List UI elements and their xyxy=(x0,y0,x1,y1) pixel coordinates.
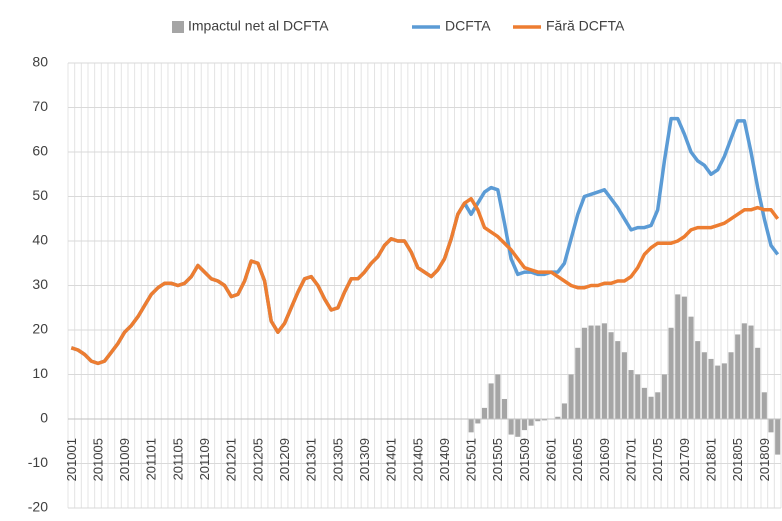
x-tick-label: 201605 xyxy=(570,438,585,481)
y-tick-label: 30 xyxy=(32,276,48,292)
legend-label: Impactul net al DCFTA xyxy=(188,18,329,34)
bar xyxy=(655,392,661,419)
x-tick-label: 201709 xyxy=(677,438,692,481)
x-tick-label: 201305 xyxy=(330,438,345,481)
bar xyxy=(561,403,567,419)
bar xyxy=(475,419,481,424)
x-tick-label: 201609 xyxy=(597,438,612,481)
bar xyxy=(661,374,667,419)
x-tick-label: 201801 xyxy=(703,438,718,481)
x-tick-label: 201005 xyxy=(90,438,105,481)
y-tick-label: 60 xyxy=(32,143,48,159)
bar xyxy=(568,374,574,419)
y-tick-label: 20 xyxy=(32,321,48,337)
bar xyxy=(635,374,641,419)
bar xyxy=(755,347,761,419)
bar xyxy=(481,407,488,419)
y-tick-label: 10 xyxy=(32,365,48,381)
legend-label: DCFTA xyxy=(445,18,491,34)
y-tick-label: 80 xyxy=(32,54,48,70)
bar xyxy=(621,352,627,419)
bar xyxy=(495,374,501,419)
bar xyxy=(681,296,687,419)
bar xyxy=(595,325,601,419)
x-tick-label: 201409 xyxy=(437,438,452,481)
x-tick-label: 201405 xyxy=(410,438,425,481)
bar xyxy=(608,332,614,419)
bar xyxy=(535,419,541,422)
x-tick-label: 201309 xyxy=(357,438,372,481)
line-series xyxy=(70,196,780,366)
bar xyxy=(541,419,547,421)
bar xyxy=(775,419,781,455)
bar xyxy=(688,316,694,419)
bar xyxy=(575,347,581,419)
bar xyxy=(601,323,607,419)
bar xyxy=(488,383,494,419)
bar xyxy=(615,341,621,419)
bar xyxy=(741,323,747,419)
x-tick-label: 201701 xyxy=(624,438,639,481)
legend-swatch xyxy=(172,21,184,33)
y-tick-label: 50 xyxy=(32,187,48,203)
bar xyxy=(675,294,681,419)
bar xyxy=(648,396,654,419)
bar xyxy=(581,327,587,419)
x-tick-label: 201101 xyxy=(144,438,159,480)
x-tick-label: 201805 xyxy=(730,438,745,481)
bar xyxy=(468,419,474,433)
y-tick-label: 70 xyxy=(32,98,48,114)
bar xyxy=(588,325,594,419)
bar xyxy=(728,352,734,419)
bar xyxy=(748,325,754,419)
x-tick-label: 201809 xyxy=(757,438,772,481)
bar xyxy=(515,419,521,437)
bar xyxy=(555,416,561,419)
x-tick-label: 201009 xyxy=(117,438,132,481)
x-tick-label: 201501 xyxy=(464,438,479,481)
bar xyxy=(501,398,507,419)
x-tick-label: 201601 xyxy=(544,438,559,481)
x-tick-label: 201109 xyxy=(197,438,212,480)
bar xyxy=(708,358,714,419)
x-tick-label: 201705 xyxy=(650,438,665,481)
bar xyxy=(735,334,741,419)
bar xyxy=(508,419,514,435)
x-tick-label: 201209 xyxy=(277,438,292,481)
legend-label: Fără DCFTA xyxy=(546,18,625,34)
bar xyxy=(701,352,707,419)
y-tick-label: 0 xyxy=(40,410,48,426)
bar xyxy=(715,365,721,419)
bar xyxy=(641,387,647,419)
bar xyxy=(528,419,534,426)
bar xyxy=(721,363,727,419)
x-tick-label: 201001 xyxy=(64,438,79,481)
y-tick-label: 40 xyxy=(32,232,48,248)
bar xyxy=(695,341,701,419)
y-tick-label: -10 xyxy=(28,454,48,470)
x-tick-label: 201401 xyxy=(384,438,399,481)
bar xyxy=(668,327,674,419)
x-tick-label: 201509 xyxy=(517,438,532,481)
x-tick-label: 201301 xyxy=(304,438,319,481)
x-tick-label: 201505 xyxy=(490,438,505,481)
x-tick-label: 201201 xyxy=(224,438,239,481)
bar xyxy=(628,370,634,419)
x-tick-label: 201105 xyxy=(170,438,185,480)
bar xyxy=(521,419,527,431)
bar xyxy=(768,419,774,433)
y-tick-label: -20 xyxy=(28,499,48,515)
bar xyxy=(761,392,767,419)
x-tick-label: 201205 xyxy=(250,438,265,481)
